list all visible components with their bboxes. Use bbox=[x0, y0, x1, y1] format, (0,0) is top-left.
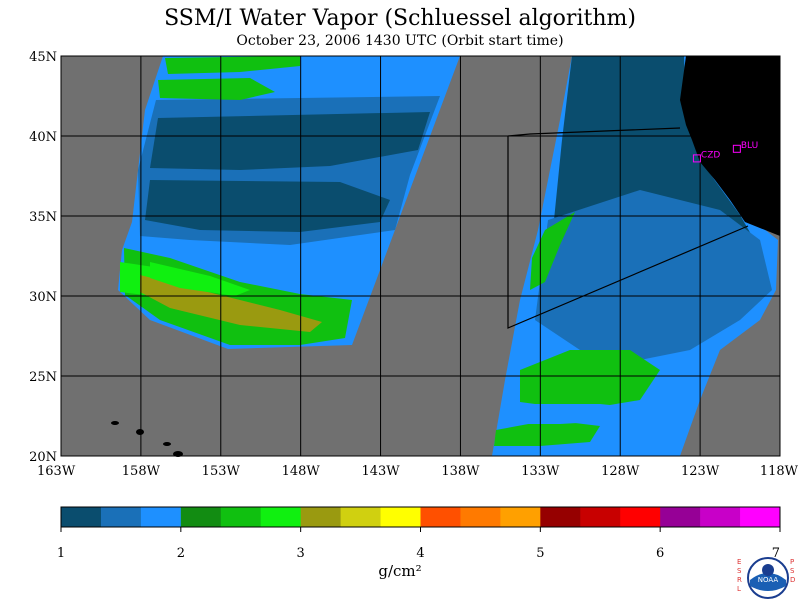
east-swath-blue-gap bbox=[510, 404, 640, 424]
station-markers: CZD BLU bbox=[692, 141, 758, 163]
colorbar-swatch bbox=[580, 507, 621, 527]
west-swath-lime-core bbox=[150, 262, 250, 296]
noaa-logo: NOAA bbox=[747, 557, 789, 599]
colorbar-swatch bbox=[61, 507, 102, 527]
island-kauai bbox=[111, 421, 119, 425]
east-swath-mid-blue bbox=[535, 190, 772, 360]
colorbar-swatch bbox=[220, 507, 262, 527]
lon-tick-label: 163W bbox=[37, 464, 76, 479]
station-marker bbox=[692, 154, 701, 163]
west-swath-darkest-band bbox=[150, 112, 430, 170]
colorbar-tick-label: 6 bbox=[656, 546, 664, 561]
lon-tick-label: 118W bbox=[760, 464, 799, 479]
island-oahu bbox=[136, 429, 144, 435]
station-marker bbox=[732, 144, 741, 153]
lat-tick-label: 35N bbox=[29, 210, 57, 225]
latitude-labels: 45N 40N 35N 30N 25N 20N bbox=[29, 50, 57, 465]
colorbar-tick-label: 5 bbox=[536, 546, 544, 561]
colorbar-swatch bbox=[620, 507, 661, 527]
psd-vertical-text: P S D bbox=[790, 558, 796, 584]
west-swath-darkest-band-2 bbox=[145, 180, 390, 232]
lat-tick-label: 25N bbox=[29, 370, 57, 385]
colorbar-tick-label: 3 bbox=[297, 546, 305, 561]
lon-tick-label: 123W bbox=[681, 464, 720, 479]
colorbar-tick-label: 2 bbox=[177, 546, 185, 561]
lon-tick-label: 133W bbox=[521, 464, 560, 479]
noaa-badge-text: NOAA bbox=[758, 576, 779, 584]
esrl-vertical-text: E S R L bbox=[737, 558, 742, 593]
colorbar-swatch bbox=[500, 507, 541, 527]
colorbar-swatch bbox=[180, 507, 222, 527]
lat-tick-label: 40N bbox=[29, 130, 57, 145]
colorbar-swatch bbox=[700, 507, 741, 527]
colorbar-tick-label: 7 bbox=[772, 546, 780, 561]
lon-tick-label: 148W bbox=[282, 464, 321, 479]
colorbar-tick-label: 1 bbox=[57, 546, 65, 561]
island-maui bbox=[163, 442, 171, 446]
colorbar-swatch bbox=[740, 507, 781, 527]
longitude-labels: 163W 158W 153W 148W 143W 138W 133W 128W 123W 118W bbox=[37, 464, 799, 479]
colorbar-swatch bbox=[460, 507, 501, 527]
east-swath bbox=[492, 56, 778, 456]
lon-tick-label: 153W bbox=[202, 464, 241, 479]
colorbar-ticks: 1 2 3 4 5 6 7 bbox=[57, 527, 781, 561]
colorbar-swatch bbox=[260, 507, 302, 527]
west-swath-olive-core bbox=[140, 275, 322, 332]
map-frame bbox=[60, 55, 781, 457]
lat-tick-label: 20N bbox=[29, 450, 57, 465]
colorbar bbox=[60, 506, 781, 528]
west-swath-north-green-2 bbox=[158, 78, 275, 100]
map-title: SSM/I Water Vapor (Schluessel algorithm) bbox=[164, 6, 636, 31]
colorbar-swatch bbox=[140, 507, 182, 527]
colorbar-swatch bbox=[420, 507, 461, 527]
east-swath-green-south bbox=[520, 350, 660, 410]
lat-tick-label: 45N bbox=[29, 50, 57, 65]
colorbar-swatch bbox=[380, 507, 421, 527]
station-label: CZD bbox=[701, 150, 720, 160]
lon-tick-label: 143W bbox=[361, 464, 400, 479]
colorbar-swatch bbox=[340, 507, 382, 527]
lon-tick-label: 128W bbox=[601, 464, 640, 479]
map-subtitle: October 23, 2006 1430 UTC (Orbit start t… bbox=[236, 33, 564, 49]
east-swath-green-south-2 bbox=[494, 420, 600, 446]
colorbar-unit: g/cm² bbox=[378, 562, 422, 580]
lon-tick-label: 158W bbox=[122, 464, 161, 479]
north-america-land bbox=[680, 56, 780, 236]
east-swath-green-streak bbox=[530, 212, 575, 290]
analysis-region-outline bbox=[507, 127, 749, 329]
lat-tick-label: 30N bbox=[29, 290, 57, 305]
colorbar-swatch bbox=[540, 507, 581, 527]
colorbar-tick-label: 4 bbox=[416, 546, 424, 561]
station-label: BLU bbox=[741, 141, 758, 151]
colorbar-swatch bbox=[300, 507, 342, 527]
colorbar-swatch bbox=[660, 507, 701, 527]
colorbar-swatch bbox=[100, 507, 142, 527]
west-swath-north-green bbox=[165, 56, 300, 74]
lon-tick-label: 138W bbox=[441, 464, 480, 479]
